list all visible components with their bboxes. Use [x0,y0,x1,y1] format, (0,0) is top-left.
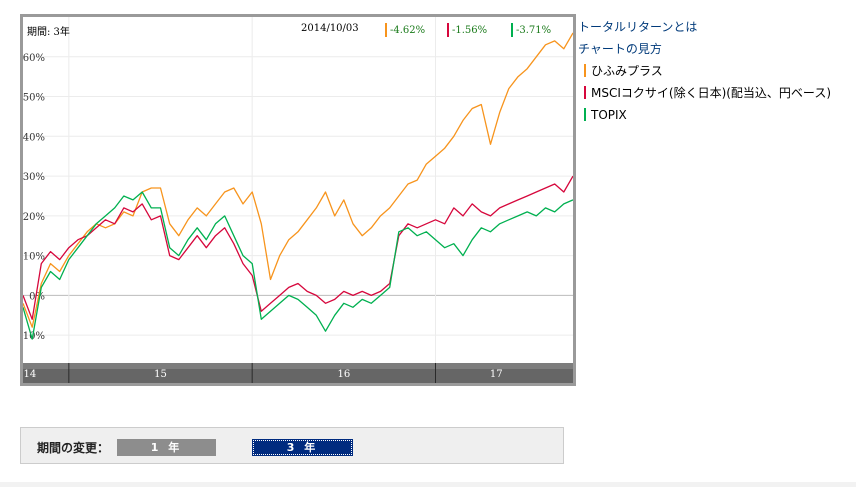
period-label: 期間: 3年 [27,27,70,38]
x-tick-label: 17 [490,369,503,380]
delta-msci: -1.56% [447,23,487,37]
line-chart: 60% 50% 40% 30% 20% 10% 0% -10% 14 15 16 17 [23,17,573,383]
delta-color-bar [511,23,513,37]
y-tick-label: -10% [23,331,45,342]
legend-item-msci: MSCIコクサイ(除く日本)(配当込、円ベース) [578,82,848,104]
x-tick-label: 14 [24,369,37,380]
delta-value: -3.71% [516,24,552,36]
y-tick-label: 50% [23,93,45,104]
period-1y-button[interactable]: 1 年 [117,439,216,456]
delta-value: -4.62% [390,24,426,36]
total-return-link[interactable]: トータルリターンとは [578,20,698,34]
delta-value: -1.56% [452,24,488,36]
legend-label: TOPIX [591,108,627,122]
period-controls: 期間の変更： 1 年 3 年 [20,427,564,464]
y-tick-label: 60% [23,53,45,64]
delta-color-bar [385,23,387,37]
period-change-label: 期間の変更： [37,441,110,455]
y-tick-label: 40% [23,132,45,143]
footer-divider [0,482,856,487]
period-3y-button[interactable]: 3 年 [252,439,353,456]
date-label: 2014/10/03 [301,23,359,34]
legend-swatch [584,108,586,121]
legend-swatch [584,64,586,77]
y-tick-label: 30% [23,172,45,183]
legend-item-hifumi: ひふみプラス [578,60,848,82]
y-tick-label: 10% [23,252,45,263]
y-tick-label: 20% [23,212,45,223]
legend-swatch [584,86,586,99]
delta-hifumi: -4.62% [385,23,425,37]
delta-color-bar [447,23,449,37]
chart-guide-link[interactable]: チャートの見方 [578,42,662,56]
legend-label: MSCIコクサイ(除く日本)(配当込、円ベース) [591,86,832,100]
legend-item-topix: TOPIX [578,104,848,126]
series-line [23,191,573,340]
legend-label: ひふみプラス [591,64,663,78]
y-tick-label: 0% [29,291,45,302]
side-panel: トータルリターンとは チャートの見方 ひふみプラス MSCIコクサイ(除く日本)… [578,16,848,126]
x-tick-label: 15 [154,369,167,380]
x-axis-band-highlight [23,363,573,369]
series-line [23,175,573,320]
delta-topix: -3.71% [511,23,551,37]
x-tick-label: 16 [337,369,350,380]
